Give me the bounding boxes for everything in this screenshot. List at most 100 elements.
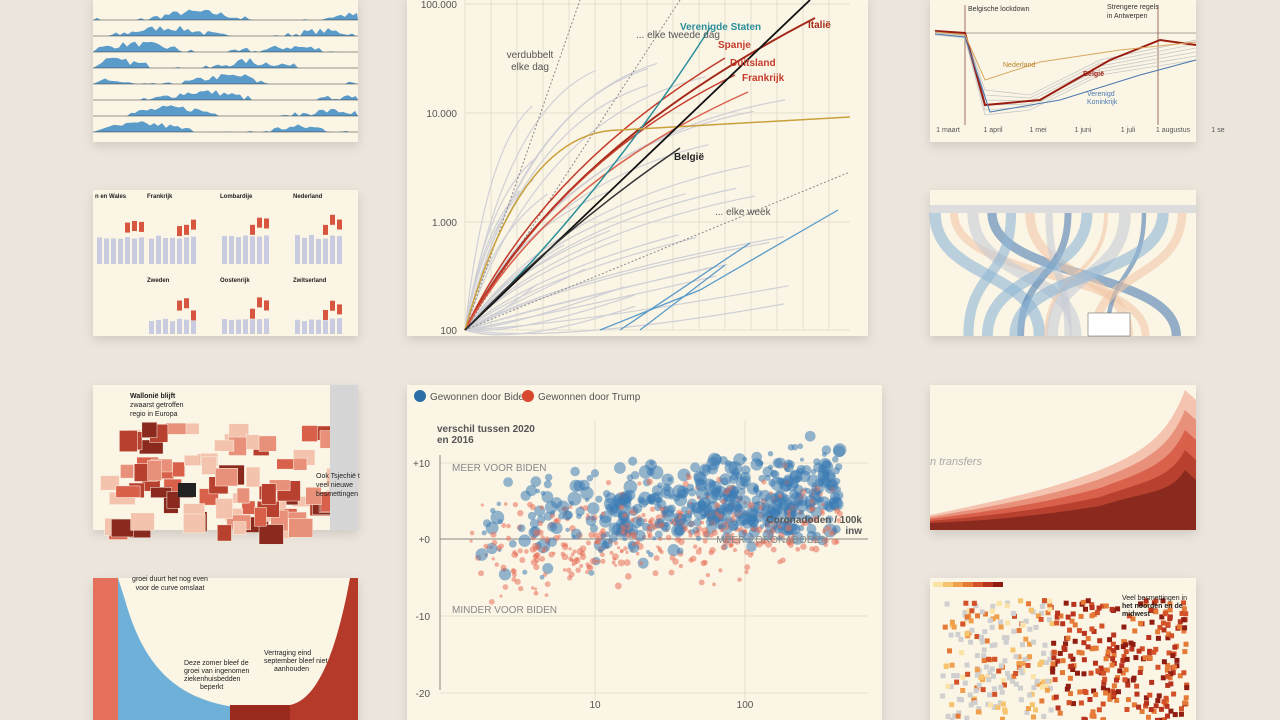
- dot: [530, 476, 542, 487]
- county: [1117, 668, 1123, 674]
- county: [1027, 641, 1033, 647]
- county: [1059, 670, 1065, 676]
- county: [1114, 697, 1120, 703]
- region: [293, 457, 308, 471]
- dot: [810, 485, 818, 492]
- ridge: [93, 121, 358, 132]
- country-line: [464, 0, 811, 331]
- dot: [676, 547, 684, 555]
- county: [974, 634, 980, 640]
- county: [996, 601, 1002, 607]
- dot: [676, 485, 689, 498]
- county: [992, 656, 998, 662]
- county: [1100, 603, 1106, 609]
- dot: [695, 548, 702, 555]
- county: [1155, 629, 1161, 635]
- bar: [236, 319, 241, 334]
- bar: [309, 235, 314, 264]
- county: [1081, 716, 1087, 720]
- county: [1016, 664, 1022, 670]
- region: [166, 491, 181, 509]
- dot: [723, 521, 728, 526]
- county: [1096, 707, 1102, 713]
- county: [1129, 646, 1135, 652]
- dot: [542, 572, 548, 577]
- county: [1023, 618, 1029, 624]
- bar: [149, 238, 154, 264]
- county: [1174, 657, 1180, 663]
- county: [1089, 646, 1095, 652]
- dot: [799, 457, 804, 462]
- county: [984, 674, 990, 680]
- county: [1013, 681, 1019, 687]
- dot: [637, 481, 642, 486]
- flow: [1045, 212, 1072, 337]
- dot: [785, 524, 792, 532]
- dot: [498, 568, 512, 581]
- county: [1155, 698, 1161, 704]
- dot: [480, 503, 484, 507]
- dot: [519, 557, 526, 564]
- county: [1011, 613, 1017, 619]
- county: [1179, 610, 1185, 616]
- county: [1004, 635, 1010, 641]
- county: [975, 613, 981, 619]
- county: [1070, 611, 1076, 617]
- county: [1125, 682, 1131, 688]
- county: [1148, 707, 1154, 713]
- dot: [502, 584, 509, 590]
- county: [976, 682, 982, 688]
- dot: [595, 495, 603, 503]
- dot: [501, 523, 507, 528]
- county: [979, 674, 985, 680]
- decoration: [93, 0, 1197, 720]
- county: [991, 673, 997, 679]
- county: [1069, 618, 1075, 624]
- dot: [529, 518, 539, 529]
- bar: [264, 235, 269, 264]
- county: [968, 702, 974, 708]
- county: [1067, 691, 1073, 697]
- dot: [609, 550, 614, 555]
- y-tick-label: +10: [413, 459, 430, 470]
- county: [1158, 706, 1164, 712]
- county: [990, 603, 996, 609]
- county: [1111, 694, 1117, 700]
- dot: [481, 530, 487, 536]
- county: [1016, 660, 1022, 666]
- county: [1103, 656, 1109, 662]
- county: [1130, 641, 1136, 647]
- county: [1052, 677, 1058, 683]
- country-line: [934, 31, 1197, 81]
- dot: [569, 558, 574, 562]
- county: [1044, 687, 1050, 693]
- county: [1122, 642, 1128, 648]
- county: [1051, 640, 1057, 646]
- dot: [825, 515, 834, 524]
- area: [118, 578, 290, 720]
- x-tick-label: 1 juni: [1075, 127, 1092, 134]
- county: [982, 629, 988, 635]
- region: [201, 456, 217, 475]
- bar: [302, 321, 307, 334]
- dot: [648, 525, 653, 531]
- dot: [693, 518, 702, 527]
- county: [1157, 624, 1163, 630]
- hospital-chart: groei duurt het nog even voor de curve o…: [132, 576, 327, 691]
- sea: [330, 385, 358, 530]
- dot: [641, 513, 646, 518]
- county: [1046, 617, 1052, 623]
- dot: [769, 507, 781, 519]
- county: [1120, 670, 1126, 676]
- dot: [533, 590, 539, 596]
- bar-extra: [330, 300, 335, 311]
- county: [1094, 610, 1100, 616]
- county: [998, 684, 1004, 690]
- county: [964, 614, 970, 620]
- region: [301, 425, 318, 442]
- dot: [834, 539, 840, 545]
- county: [1103, 603, 1109, 609]
- dot: [635, 517, 645, 527]
- bar: [177, 238, 182, 264]
- x-tick-label: 1 april: [983, 127, 1003, 134]
